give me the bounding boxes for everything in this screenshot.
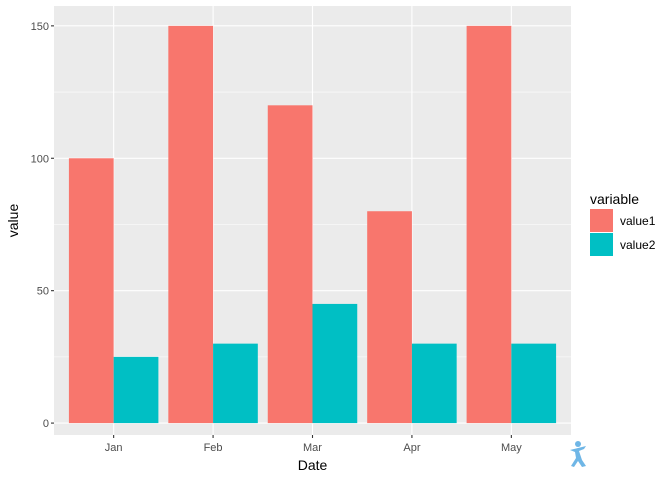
legend-label-value2: value2 <box>620 238 656 252</box>
y-tick-label: 0 <box>43 418 49 430</box>
bar-value2-mar <box>312 303 358 424</box>
bar-value1-mar <box>267 105 313 424</box>
x-tick-label: May <box>501 442 522 454</box>
bar-value1-feb <box>168 25 214 424</box>
bar-value2-feb <box>213 343 258 424</box>
x-tick-label: Jan <box>105 442 123 454</box>
x-axis: Jan Feb Mar Apr May <box>105 435 522 454</box>
bar-value2-apr <box>411 343 457 424</box>
bar-value2-may <box>511 343 557 424</box>
bar-value1-jan <box>68 158 114 424</box>
y-tick-label: 100 <box>31 153 49 165</box>
y-axis-title: value <box>5 204 21 238</box>
bar-value1-apr <box>367 211 412 424</box>
watermark-figure-icon <box>570 441 586 467</box>
legend-label-value1: value1 <box>620 214 656 228</box>
x-axis-title: Date <box>298 457 328 473</box>
x-tick-label: Feb <box>204 442 223 454</box>
bars <box>68 25 557 424</box>
legend-key-value1 <box>590 209 613 232</box>
y-axis: 0 50 100 150 <box>31 21 54 430</box>
legend-key-value2 <box>590 233 613 256</box>
y-tick-label: 50 <box>37 286 49 298</box>
legend-title: variable <box>590 191 639 207</box>
bar-value1-may <box>466 25 512 424</box>
legend: variable value1 value2 <box>590 191 656 256</box>
bar-value2-jan <box>113 356 159 424</box>
x-tick-label: Mar <box>303 442 322 454</box>
x-tick-label: Apr <box>403 442 420 454</box>
y-tick-label: 150 <box>31 21 49 33</box>
watermark-logo <box>570 441 586 467</box>
